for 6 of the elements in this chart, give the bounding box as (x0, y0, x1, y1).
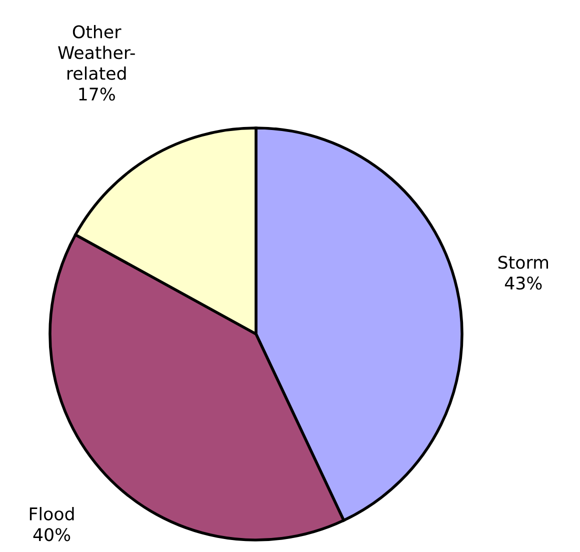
slice-label: Flood (30, 507, 74, 520)
data-label: 40% (33, 528, 70, 542)
slice-label: Storm (498, 256, 548, 269)
data-label: 17% (79, 88, 115, 101)
data-label: 43% (504, 276, 542, 290)
slice-label: Other Weather- related (58, 24, 135, 80)
